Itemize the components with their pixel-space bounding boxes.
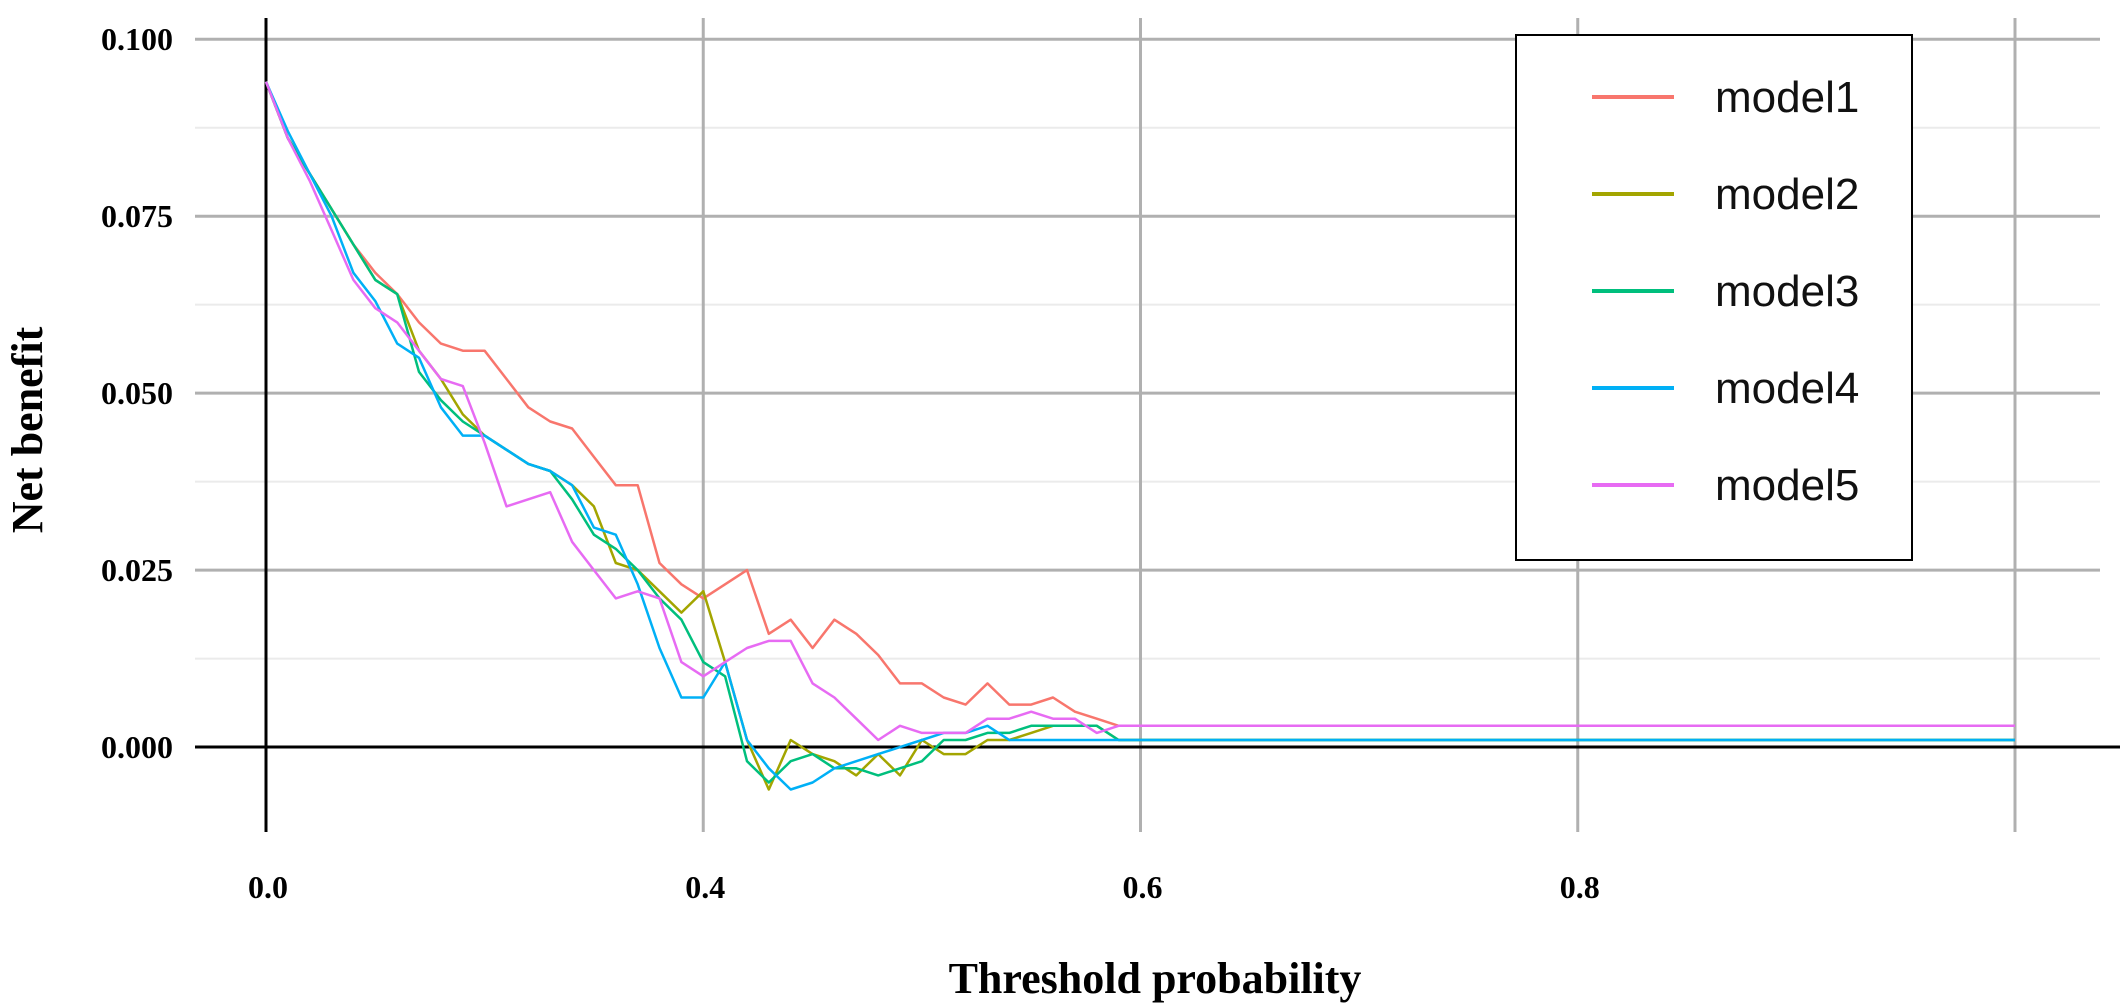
y-tick-label: 0.100 (101, 21, 173, 57)
y-tick-label: 0.000 (101, 729, 173, 765)
series-lines (264, 81, 2015, 791)
x-axis-title: Threshold probability (949, 954, 1362, 1003)
legend-label-model4: model4 (1715, 364, 1859, 413)
series-line-model1 (264, 81, 2015, 728)
legend-label-model1: model1 (1715, 73, 1859, 122)
x-tick-label: 0.8 (1560, 869, 1600, 905)
x-tick-label: 0.4 (685, 869, 725, 905)
legend-box (1515, 34, 1913, 561)
series-line-model4 (264, 81, 2015, 791)
reference-axes (195, 18, 2120, 832)
y-axis-title: Net benefit (3, 326, 52, 533)
series-line-model5 (264, 81, 2015, 742)
legend-label-model2: model2 (1715, 170, 1859, 219)
y-tick-labels: 0.000 0.025 0.050 0.075 0.100 (101, 21, 173, 765)
y-tick-label: 0.050 (101, 375, 173, 411)
x-tick-label: 0.6 (1123, 869, 1163, 905)
y-tick-label: 0.025 (101, 552, 173, 588)
legend-label-model3: model3 (1715, 267, 1859, 316)
series-line-model3 (264, 81, 2015, 784)
x-tick-label: 0.0 (248, 869, 288, 905)
y-tick-label: 0.075 (101, 198, 173, 234)
legend-label-model5: model5 (1715, 461, 1859, 510)
legend: model1 model2 model3 model4 model5 (1515, 34, 1913, 561)
x-tick-labels: 0.0 0.4 0.6 0.8 (248, 869, 1600, 905)
